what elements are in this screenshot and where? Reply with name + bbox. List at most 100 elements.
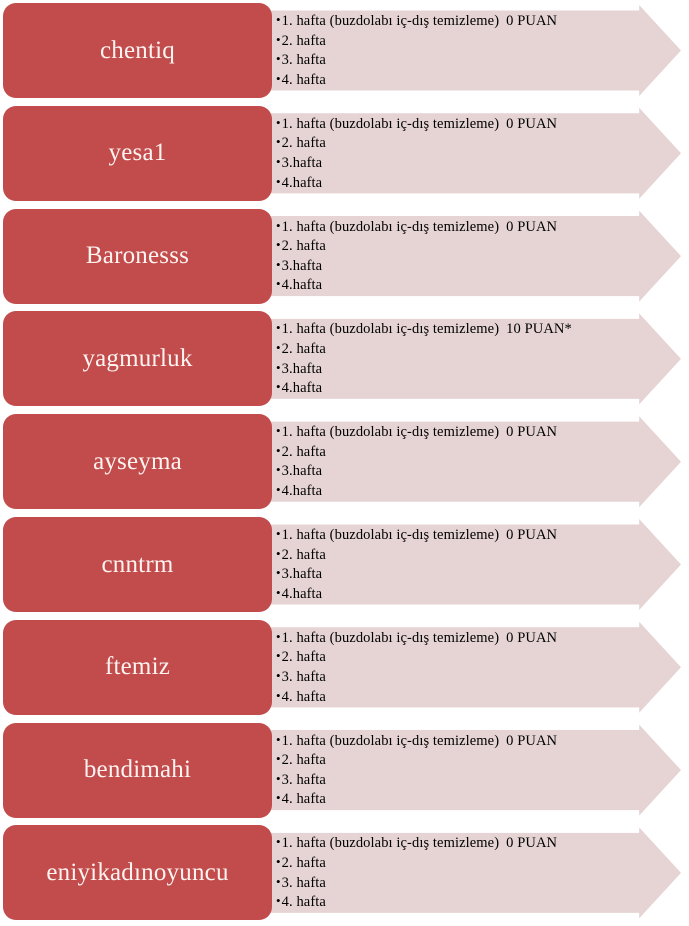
week-label: 2. hafta [281,546,326,563]
participant-name-box: cnntrm [3,517,272,612]
week-label: 2. hafta [281,340,326,357]
week-score: 0 PUAN [506,115,558,132]
week-label: 2. hafta [281,238,326,255]
week-list: 1. hafta (buzdolabı iç-dış temizleme) 0 P… [276,628,666,706]
week-label: 3. hafta [281,874,326,891]
week-label: 2. hafta [281,443,326,460]
week-list-item: 2. hafta [276,545,666,565]
week-list-item: 3.hafta [276,461,666,481]
participant-name-box: chentiq [3,3,272,98]
week-score: 0 PUAN [506,424,558,441]
week-list-item: 4.hafta [276,481,666,501]
process-row: 1. hafta (buzdolabı iç-dış temizleme) 10 … [0,311,689,407]
week-label: 2. hafta [281,854,326,871]
week-label: 3. hafta [281,52,326,69]
week-list-item: 3. hafta [276,50,666,70]
participant-name-box: yesa1 [3,105,272,201]
week-list-item: 4. hafta [276,687,666,707]
week-list-item: 3.hafta [276,256,666,276]
week-list: 1. hafta (buzdolabı iç-dış temizleme) 0 P… [276,217,666,295]
participant-name-label: eniyikadınoyuncu [46,858,229,886]
week-list-item: 2. hafta [276,853,666,873]
participant-name-label: chentiq [100,36,175,64]
week-label: 1. hafta (buzdolabı iç-dış temizleme) [281,835,500,852]
week-label: 1. hafta (buzdolabı iç-dış temizleme) [281,732,500,749]
week-label: 1. hafta (buzdolabı iç-dış temizleme) [281,218,500,235]
week-list-item: 1. hafta (buzdolabı iç-dış temizleme) 0 P… [276,114,666,134]
week-label: 1. hafta (buzdolabı iç-dış temizleme) [281,424,500,441]
week-label: 3.hafta [281,257,323,274]
week-list-item: 1. hafta (buzdolabı iç-dış temizleme) 0 P… [276,525,666,545]
week-list-item: 2. hafta [276,133,666,153]
week-label: 1. hafta (buzdolabı iç-dış temizleme) [281,115,500,132]
week-score: 0 PUAN [506,732,558,749]
week-label: 4. hafta [281,894,326,911]
participant-name-label: cnntrm [101,550,174,578]
week-list: 1. hafta (buzdolabı iç-dış temizleme) 0 P… [276,833,666,911]
week-label: 3.hafta [281,360,323,377]
week-list-item: 2. hafta [276,647,666,667]
week-list-item: 3.hafta [276,153,666,173]
participant-name-box: ayseyma [3,414,272,510]
week-list-item: 1. hafta (buzdolabı iç-dış temizleme) 0 P… [276,11,666,31]
week-list-item: 4.hafta [276,378,666,398]
week-list-item: 2. hafta [276,339,666,359]
process-row: 1. hafta (buzdolabı iç-dış temizleme) 0 P… [0,722,689,818]
week-list-item: 1. hafta (buzdolabı iç-dış temizleme) 0 P… [276,833,666,853]
week-list: 1. hafta (buzdolabı iç-dış temizleme) 0 P… [276,114,666,192]
participant-name-label: ftemiz [104,653,171,681]
week-label: 3.hafta [281,566,323,583]
week-list-item: 1. hafta (buzdolabı iç-dış temizleme) 0 P… [276,422,666,442]
process-row: 1. hafta (buzdolabı iç-dış temizleme) 0 P… [0,517,689,612]
week-label: 2. hafta [281,32,326,49]
week-label: 4.hafta [281,277,323,294]
week-list-item: 1. hafta (buzdolabı iç-dış temizleme) 0 P… [276,628,666,648]
week-list-item: 3. hafta [276,873,666,893]
week-label: 4.hafta [281,380,323,397]
week-list-item: 2. hafta [276,31,666,51]
process-row: 1. hafta (buzdolabı iç-dış temizleme) 0 P… [0,414,689,510]
process-row: 1. hafta (buzdolabı iç-dış temizleme) 0 P… [0,208,689,304]
week-list-item: 4. hafta [276,789,666,809]
week-list-item: 3.hafta [276,359,666,379]
week-score: 0 PUAN [506,629,558,646]
process-row: 1. hafta (buzdolabı iç-dış temizleme) 0 P… [0,105,689,201]
participant-name-label: Baronesss [85,242,190,270]
week-list: 1. hafta (buzdolabı iç-dış temizleme) 0 P… [276,731,666,809]
week-list: 1. hafta (buzdolabı iç-dış temizleme) 10 … [276,319,666,397]
week-label: 1. hafta (buzdolabı iç-dış temizleme) [281,629,500,646]
week-list-item: 3. hafta [276,770,666,790]
process-row: 1. hafta (buzdolabı iç-dış temizleme) 0 P… [0,3,689,98]
participant-name-box: yagmurluk [3,311,272,407]
week-list-item: 3. hafta [276,667,666,687]
week-label: 4. hafta [281,791,326,808]
week-list-item: 3.hafta [276,564,666,584]
week-label: 4.hafta [281,585,323,602]
week-list-item: 2. hafta [276,442,666,462]
week-score: 0 PUAN [506,527,558,543]
week-label: 4. hafta [281,688,326,705]
participant-name-label: yagmurluk [82,344,193,372]
week-label: 3. hafta [281,668,326,685]
week-list-item: 2. hafta [276,236,666,256]
week-label: 2. hafta [281,135,326,152]
week-list-item: 1. hafta (buzdolabı iç-dış temizleme) 10 … [276,319,666,339]
week-label: 2. hafta [281,752,326,769]
week-score: 0 PUAN [506,218,558,235]
week-list-item: 2. hafta [276,750,666,770]
week-label: 3.hafta [281,463,323,480]
week-score: 10 PUAN* [506,321,572,338]
week-list-item: 4. hafta [276,892,666,912]
week-label: 1. hafta (buzdolabı iç-dış temizleme) [281,13,500,29]
week-list-item: 4.hafta [276,584,666,604]
participant-name-box: ftemiz [3,619,272,715]
week-list-item: 4.hafta [276,173,666,193]
week-label: 4. hafta [281,71,326,88]
participant-name-label: yesa1 [108,139,167,167]
participant-name-label: ayseyma [93,447,182,475]
participant-name-label: bendimahi [83,756,192,784]
participant-name-box: bendimahi [3,722,272,818]
week-score: 0 PUAN [506,835,558,852]
process-row: 1. hafta (buzdolabı iç-dış temizleme) 0 P… [0,619,689,715]
